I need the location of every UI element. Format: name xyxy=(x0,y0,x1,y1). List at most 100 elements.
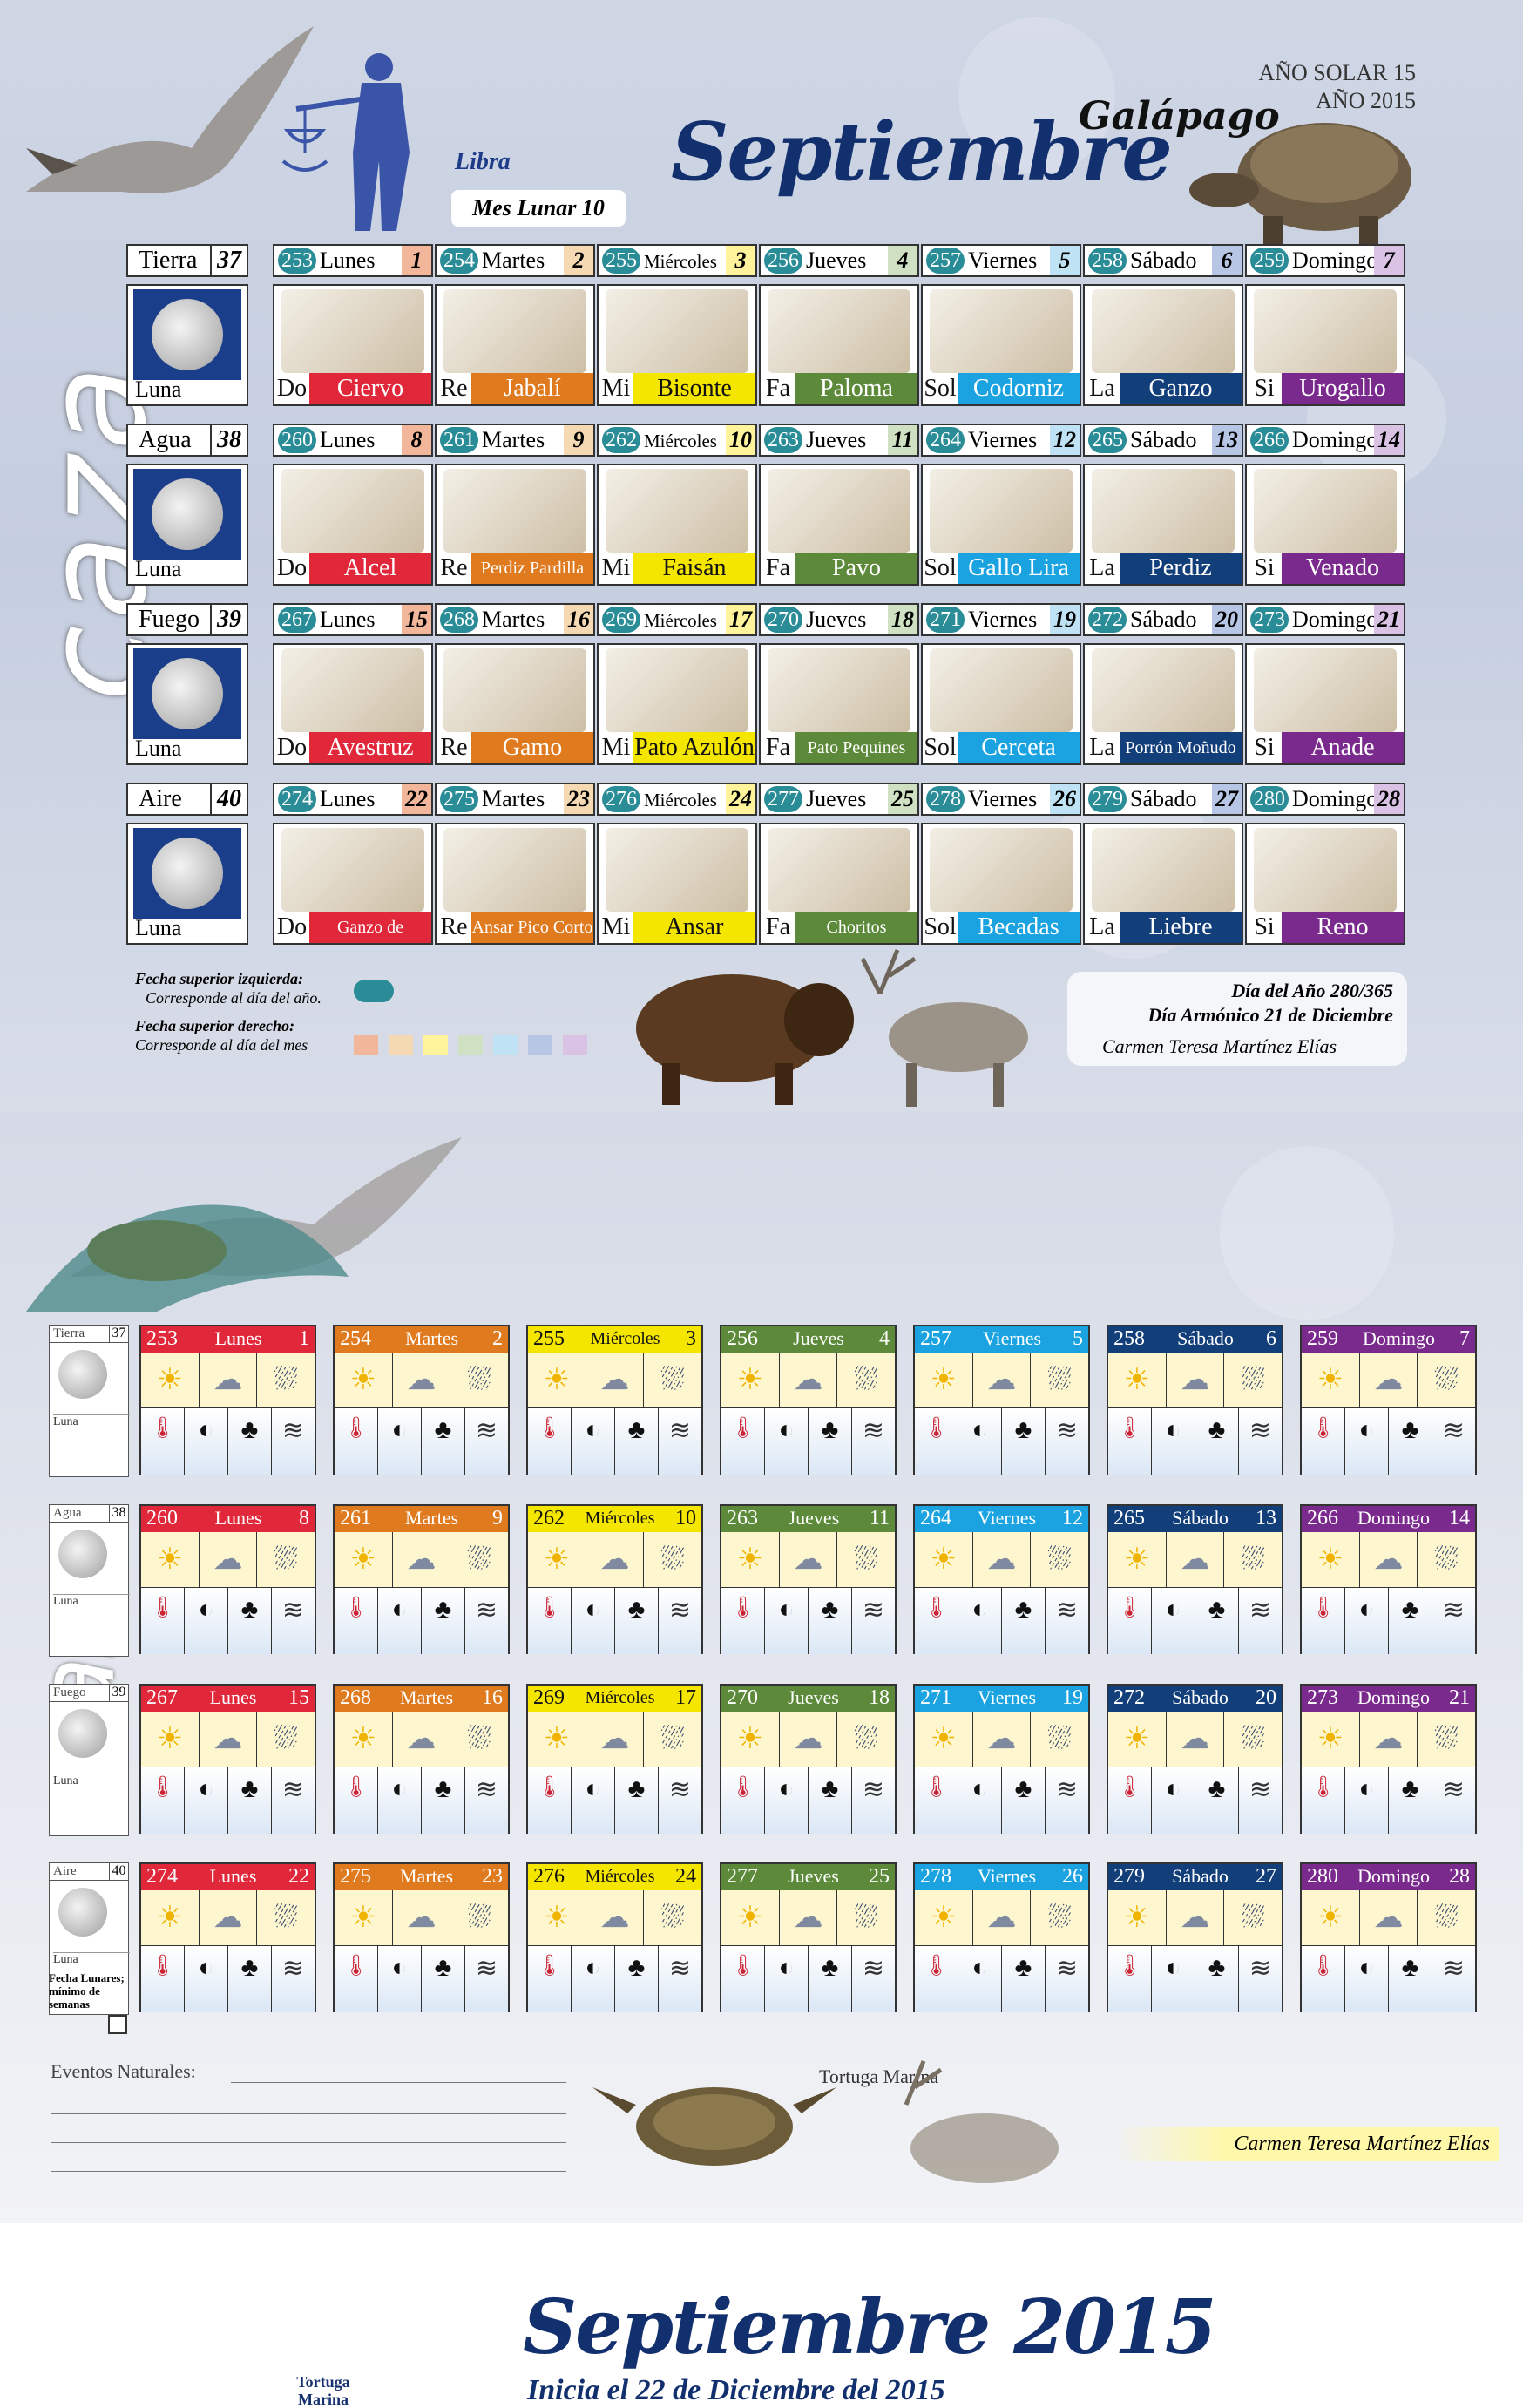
rain-icon[interactable]: ⛆ xyxy=(660,1722,685,1755)
palm-icon[interactable]: ♣ xyxy=(422,1767,465,1834)
weather-day-card[interactable]: 255 Miércoles 3 ☀ ☁ ⛆ 🌡 ◐ ♣ ≋ xyxy=(526,1325,703,1475)
moon-phase-icon[interactable]: ◐ xyxy=(1152,1588,1195,1654)
weather-day-card[interactable]: 280 Domingo 28 ☀ ☁ ⛆ 🌡 ◐ ♣ ≋ xyxy=(1300,1862,1477,2012)
palm-icon[interactable]: ♣ xyxy=(1195,1946,1239,2012)
thermometer-icon[interactable]: 🌡 xyxy=(335,1408,378,1475)
palm-icon[interactable]: ♣ xyxy=(1389,1767,1432,1834)
cloud-icon[interactable]: ☁ xyxy=(973,1532,1032,1587)
wind-icon[interactable]: ≋ xyxy=(281,1596,305,1625)
cloud-icon[interactable]: ☁ xyxy=(780,1353,838,1407)
moon-phase-icon[interactable]: ◐ xyxy=(765,1588,809,1654)
thermometer-icon[interactable]: 🌡 xyxy=(1302,1767,1345,1834)
sun-icon[interactable]: ☀ xyxy=(335,1532,393,1587)
rain-icon[interactable]: ⛆ xyxy=(467,1363,491,1396)
cloud-icon[interactable]: ☁ xyxy=(586,1532,645,1587)
thermometer-icon[interactable]: 🌡 xyxy=(1302,1946,1345,2012)
wind-icon[interactable]: ≋ xyxy=(668,1596,692,1625)
moon-phase-icon[interactable]: ◐ xyxy=(958,1767,1002,1834)
sun-icon[interactable]: ☀ xyxy=(721,1712,780,1767)
cloud-icon[interactable]: ☁ xyxy=(1167,1532,1225,1587)
moon-phase-icon[interactable]: ◐ xyxy=(1152,1946,1195,2012)
moon-phase-icon[interactable]: ◐ xyxy=(378,1408,422,1475)
wind-icon[interactable]: ≋ xyxy=(475,1775,498,1804)
palm-icon[interactable]: ♣ xyxy=(809,1408,852,1475)
wind-icon[interactable]: ≋ xyxy=(1442,1416,1465,1445)
fecha-lunares-checkbox[interactable] xyxy=(108,2015,127,2034)
palm-icon[interactable]: ♣ xyxy=(1002,1588,1046,1654)
weather-day-card[interactable]: 268 Martes 16 ☀ ☁ ⛆ 🌡 ◐ ♣ ≋ xyxy=(333,1684,510,1834)
weather-day-card[interactable]: 277 Jueves 25 ☀ ☁ ⛆ 🌡 ◐ ♣ ≋ xyxy=(720,1862,897,2012)
palm-icon[interactable]: ♣ xyxy=(1195,1588,1239,1654)
weather-day-card[interactable]: 267 Lunes 15 ☀ ☁ ⛆ 🌡 ◐ ♣ ≋ xyxy=(139,1684,316,1834)
rain-icon[interactable]: ⛆ xyxy=(274,1363,298,1396)
sun-icon[interactable]: ☀ xyxy=(1302,1890,1360,1945)
thermometer-icon[interactable]: 🌡 xyxy=(915,1767,958,1834)
weather-day-card[interactable]: 279 Sábado 27 ☀ ☁ ⛆ 🌡 ◐ ♣ ≋ xyxy=(1107,1862,1283,2012)
cloud-icon[interactable]: ☁ xyxy=(586,1353,645,1407)
sun-icon[interactable]: ☀ xyxy=(915,1712,973,1767)
cloud-icon[interactable]: ☁ xyxy=(973,1890,1032,1945)
wind-icon[interactable]: ≋ xyxy=(1249,1416,1272,1445)
weather-day-card[interactable]: 275 Martes 23 ☀ ☁ ⛆ 🌡 ◐ ♣ ≋ xyxy=(333,1862,510,2012)
cloud-icon[interactable]: ☁ xyxy=(973,1353,1032,1407)
moon-phase-icon[interactable]: ◐ xyxy=(185,1588,228,1654)
sun-icon[interactable]: ☀ xyxy=(141,1532,200,1587)
weather-day-card[interactable]: 264 Viernes 12 ☀ ☁ ⛆ 🌡 ◐ ♣ ≋ xyxy=(913,1504,1090,1654)
weather-day-card[interactable]: 260 Lunes 8 ☀ ☁ ⛆ 🌡 ◐ ♣ ≋ xyxy=(139,1504,316,1654)
cloud-icon[interactable]: ☁ xyxy=(393,1532,451,1587)
sun-icon[interactable]: ☀ xyxy=(335,1890,393,1945)
moon-phase-icon[interactable]: ◐ xyxy=(185,1946,228,2012)
sun-icon[interactable]: ☀ xyxy=(335,1353,393,1407)
thermometer-icon[interactable]: 🌡 xyxy=(528,1767,572,1834)
moon-phase-icon[interactable]: ◐ xyxy=(958,1946,1002,2012)
rain-icon[interactable]: ⛆ xyxy=(1241,1363,1265,1396)
weather-day-card[interactable]: 274 Lunes 22 ☀ ☁ ⛆ 🌡 ◐ ♣ ≋ xyxy=(139,1862,316,2012)
moon-phase-icon[interactable]: ◐ xyxy=(1345,1408,1389,1475)
wind-icon[interactable]: ≋ xyxy=(281,1775,305,1804)
wind-icon[interactable]: ≋ xyxy=(668,1775,692,1804)
wind-icon[interactable]: ≋ xyxy=(1249,1954,1272,1983)
rain-icon[interactable]: ⛆ xyxy=(467,1722,491,1755)
wind-icon[interactable]: ≋ xyxy=(862,1775,885,1804)
rain-icon[interactable]: ⛆ xyxy=(854,1543,878,1576)
rain-icon[interactable]: ⛆ xyxy=(1047,1363,1072,1396)
palm-icon[interactable]: ♣ xyxy=(615,1946,659,2012)
moon-phase-icon[interactable]: ◐ xyxy=(765,1767,809,1834)
moon-phase-icon[interactable]: ◐ xyxy=(1152,1767,1195,1834)
rain-icon[interactable]: ⛆ xyxy=(854,1363,878,1396)
weather-day-card[interactable]: 269 Miércoles 17 ☀ ☁ ⛆ 🌡 ◐ ♣ ≋ xyxy=(526,1684,703,1834)
wind-icon[interactable]: ≋ xyxy=(1442,1596,1465,1625)
rain-icon[interactable]: ⛆ xyxy=(1434,1722,1459,1755)
rain-icon[interactable]: ⛆ xyxy=(1434,1901,1459,1934)
moon-phase-icon[interactable]: ◐ xyxy=(1152,1408,1195,1475)
palm-icon[interactable]: ♣ xyxy=(615,1408,659,1475)
rain-icon[interactable]: ⛆ xyxy=(660,1363,685,1396)
sun-icon[interactable]: ☀ xyxy=(528,1353,586,1407)
cloud-icon[interactable]: ☁ xyxy=(200,1353,258,1407)
cloud-icon[interactable]: ☁ xyxy=(586,1712,645,1767)
palm-icon[interactable]: ♣ xyxy=(1195,1408,1239,1475)
cloud-icon[interactable]: ☁ xyxy=(393,1353,451,1407)
sun-icon[interactable]: ☀ xyxy=(721,1353,780,1407)
rain-icon[interactable]: ⛆ xyxy=(1047,1901,1072,1934)
weather-day-card[interactable]: 261 Martes 9 ☀ ☁ ⛆ 🌡 ◐ ♣ ≋ xyxy=(333,1504,510,1654)
palm-icon[interactable]: ♣ xyxy=(809,1946,852,2012)
weather-day-card[interactable]: 276 Miércoles 24 ☀ ☁ ⛆ 🌡 ◐ ♣ ≋ xyxy=(526,1862,703,2012)
cloud-icon[interactable]: ☁ xyxy=(200,1532,258,1587)
thermometer-icon[interactable]: 🌡 xyxy=(915,1588,958,1654)
thermometer-icon[interactable]: 🌡 xyxy=(335,1767,378,1834)
palm-icon[interactable]: ♣ xyxy=(1002,1767,1046,1834)
thermometer-icon[interactable]: 🌡 xyxy=(141,1767,185,1834)
weather-day-card[interactable]: 259 Domingo 7 ☀ ☁ ⛆ 🌡 ◐ ♣ ≋ xyxy=(1300,1325,1477,1475)
palm-icon[interactable]: ♣ xyxy=(228,1588,272,1654)
rain-icon[interactable]: ⛆ xyxy=(1241,1543,1265,1576)
palm-icon[interactable]: ♣ xyxy=(1002,1946,1046,2012)
sun-icon[interactable]: ☀ xyxy=(915,1353,973,1407)
cloud-icon[interactable]: ☁ xyxy=(200,1712,258,1767)
thermometer-icon[interactable]: 🌡 xyxy=(915,1408,958,1475)
cloud-icon[interactable]: ☁ xyxy=(973,1712,1032,1767)
moon-phase-icon[interactable]: ◐ xyxy=(185,1767,228,1834)
sun-icon[interactable]: ☀ xyxy=(1108,1890,1167,1945)
thermometer-icon[interactable]: 🌡 xyxy=(1108,1408,1152,1475)
moon-phase-icon[interactable]: ◐ xyxy=(378,1946,422,2012)
